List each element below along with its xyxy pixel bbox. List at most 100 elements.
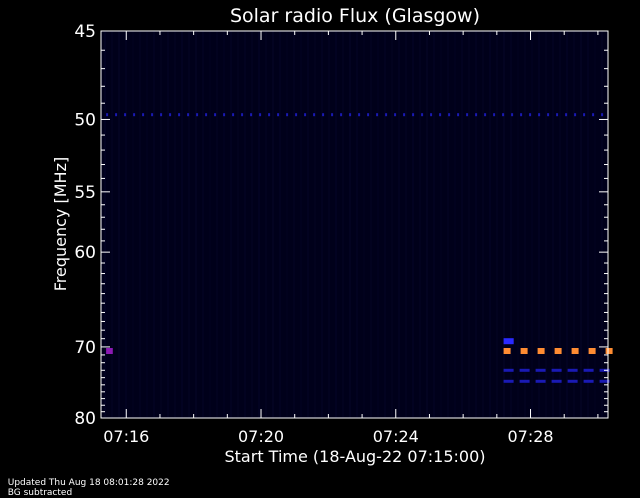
background-streak xyxy=(566,31,568,418)
feature-segment xyxy=(535,379,546,383)
feature-segment xyxy=(520,348,528,354)
background-streak xyxy=(433,31,435,418)
background-streak xyxy=(244,31,246,418)
feature-segment xyxy=(124,113,127,117)
y-tick-label: 60 xyxy=(74,243,96,263)
feature-segment xyxy=(106,348,113,354)
background-streak xyxy=(370,31,372,418)
background-streak xyxy=(482,31,484,418)
feature-segment xyxy=(574,113,577,117)
background-streak xyxy=(286,31,288,418)
background-streak xyxy=(349,31,351,418)
feature-segment xyxy=(313,113,316,117)
feature-segment xyxy=(448,113,451,117)
feature-segment xyxy=(583,368,594,372)
feature-segment xyxy=(502,113,505,117)
feature-segment xyxy=(583,379,594,383)
feature-segment xyxy=(223,113,226,117)
y-tick-label: 45 xyxy=(74,22,96,42)
x-tick-label: 07:16 xyxy=(103,427,149,446)
feature-band-49-7-mhz xyxy=(106,113,604,117)
feature-segment xyxy=(133,113,136,117)
feature-segment xyxy=(551,379,562,383)
feature-segment xyxy=(567,379,578,383)
x-tick-label: 07:28 xyxy=(507,427,553,446)
feature-segment xyxy=(142,113,145,117)
background-streak xyxy=(237,31,239,418)
feature-burst-70-5-mhz xyxy=(503,348,613,354)
feature-segment xyxy=(331,113,334,117)
footer: Updated Thu Aug 18 08:01:28 2022 BG subt… xyxy=(2,468,180,498)
chart-title: Solar radio Flux (Glasgow) xyxy=(230,5,480,27)
feature-segment xyxy=(538,113,541,117)
feature-band-69-3-mhz xyxy=(503,338,514,345)
background-streak xyxy=(153,31,155,418)
y-tick-label: 70 xyxy=(74,338,96,358)
background-streak xyxy=(230,31,232,418)
feature-segment xyxy=(475,113,478,117)
feature-segment xyxy=(259,113,262,117)
background-streak xyxy=(384,31,386,418)
background-streak xyxy=(335,31,337,418)
background-streak xyxy=(118,31,120,418)
feature-segment xyxy=(565,113,568,117)
background-streak xyxy=(139,31,141,418)
x-axis-label: Start Time (18-Aug-22 07:15:00) xyxy=(225,447,486,466)
background-streak xyxy=(342,31,344,418)
feature-spot-70-5-mhz xyxy=(106,348,113,354)
background-streak xyxy=(601,31,603,418)
background-streak xyxy=(454,31,456,418)
background-streak xyxy=(160,31,162,418)
background-streak xyxy=(188,31,190,418)
feature-segment xyxy=(571,348,579,354)
background-streak xyxy=(174,31,176,418)
background-streak xyxy=(104,31,106,418)
feature-segment xyxy=(520,113,523,117)
background-streak xyxy=(524,31,526,418)
feature-segment xyxy=(567,368,578,372)
plot-area xyxy=(100,30,613,419)
background-streak xyxy=(412,31,414,418)
feature-segment xyxy=(322,113,325,117)
background-streak xyxy=(363,31,365,418)
feature-segment xyxy=(551,368,562,372)
background-streak xyxy=(552,31,554,418)
background-streak xyxy=(496,31,498,418)
background-streak xyxy=(356,31,358,418)
feature-segment xyxy=(529,113,532,117)
feature-segment xyxy=(588,348,596,354)
feature-segment xyxy=(151,113,154,117)
feature-segment xyxy=(583,113,586,117)
feature-segment xyxy=(295,113,298,117)
y-tick-label: 80 xyxy=(74,409,96,429)
background-streak xyxy=(440,31,442,418)
feature-segment xyxy=(340,113,343,117)
feature-segment xyxy=(304,113,307,117)
feature-segment xyxy=(403,113,406,117)
background-streak xyxy=(146,31,148,418)
background-streak xyxy=(517,31,519,418)
background-streak xyxy=(503,31,505,418)
background-streak xyxy=(538,31,540,418)
background-streak xyxy=(587,31,589,418)
background-streak xyxy=(223,31,225,418)
feature-segment xyxy=(205,113,208,117)
background-streak xyxy=(391,31,393,418)
feature-segment xyxy=(367,113,370,117)
background-streak xyxy=(202,31,204,418)
feature-segment xyxy=(178,113,181,117)
feature-segment xyxy=(484,113,487,117)
feature-segment xyxy=(160,113,163,117)
feature-segment xyxy=(439,113,442,117)
background-streak xyxy=(195,31,197,418)
feature-segment xyxy=(286,113,289,117)
background-streak xyxy=(426,31,428,418)
background-streak xyxy=(559,31,561,418)
background-streak xyxy=(594,31,596,418)
y-tick-label: 50 xyxy=(74,110,96,130)
y-tick-label: 55 xyxy=(74,183,96,203)
feature-segment xyxy=(430,113,433,117)
background-streak xyxy=(258,31,260,418)
feature-segment xyxy=(394,113,397,117)
feature-segment xyxy=(421,113,424,117)
